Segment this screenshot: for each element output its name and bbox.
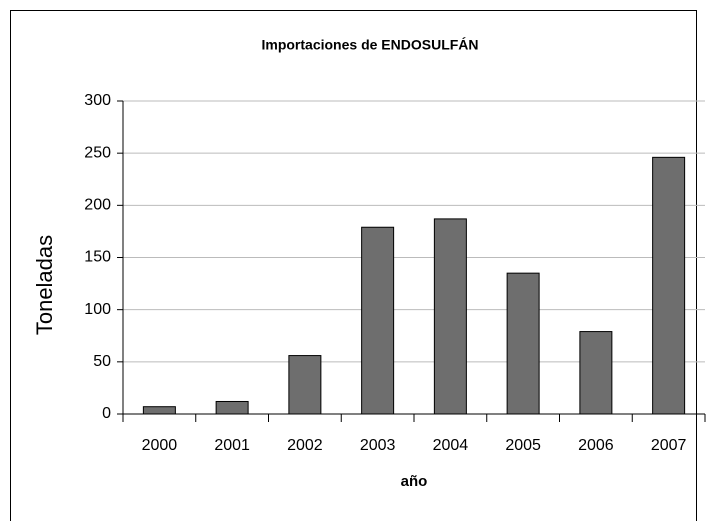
bar xyxy=(433,218,467,415)
bar xyxy=(361,226,395,415)
y-tick-label: 50 xyxy=(93,353,111,370)
x-tick-label: 2003 xyxy=(360,437,396,454)
y-tick-label: 250 xyxy=(84,144,111,161)
bar xyxy=(215,400,249,415)
x-tick-label: 2000 xyxy=(142,437,178,454)
chart-frame xyxy=(10,10,697,521)
y-tick-label: 150 xyxy=(84,249,111,266)
bar xyxy=(288,355,322,415)
y-tick-label: 0 xyxy=(102,405,111,422)
bar xyxy=(142,406,176,415)
y-tick-label: 200 xyxy=(84,197,111,214)
x-tick-label: 2002 xyxy=(287,437,323,454)
bar xyxy=(652,156,686,415)
y-axis-label: Toneladas xyxy=(32,235,57,335)
y-tick-label: 300 xyxy=(84,92,111,109)
x-tick-label: 2004 xyxy=(433,437,469,454)
y-tick-label: 100 xyxy=(84,301,111,318)
x-tick-label: 2006 xyxy=(578,437,614,454)
chart-title: Importaciones de ENDOSULFÁN xyxy=(261,37,478,53)
bar xyxy=(506,272,540,415)
x-tick-label: 2001 xyxy=(214,437,250,454)
x-tick-label: 2005 xyxy=(505,437,541,454)
x-axis-label: año xyxy=(401,473,428,490)
bar xyxy=(579,331,613,415)
x-tick-label: 2007 xyxy=(651,437,687,454)
